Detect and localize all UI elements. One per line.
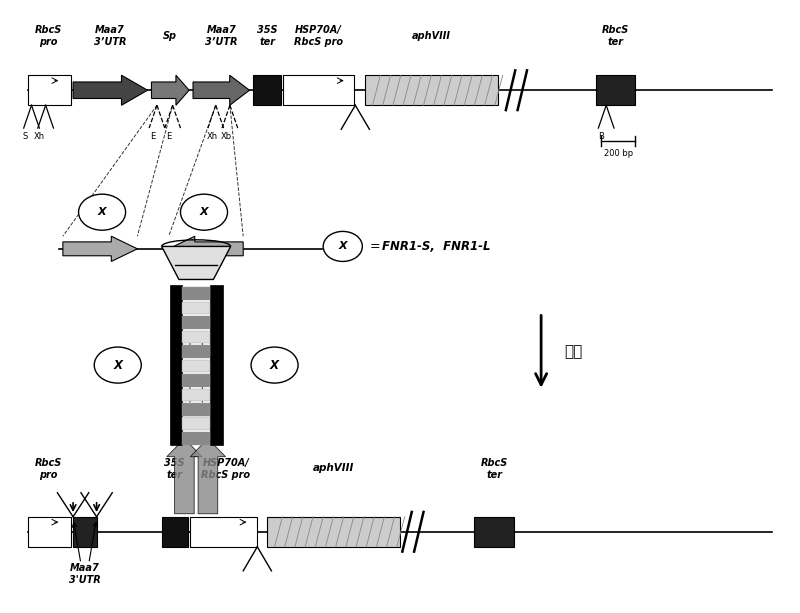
Text: Maa7: Maa7	[70, 563, 100, 573]
Text: Maa7: Maa7	[206, 25, 236, 35]
Text: RbcS: RbcS	[35, 458, 62, 468]
Text: pro: pro	[39, 470, 58, 480]
Text: Sp: Sp	[163, 31, 178, 40]
Text: B: B	[598, 132, 605, 141]
Text: RbcS: RbcS	[602, 25, 630, 35]
Bar	[182, 345, 210, 358]
Bar	[182, 360, 210, 372]
Bar	[365, 75, 498, 105]
Bar	[182, 432, 210, 444]
Circle shape	[251, 347, 298, 383]
Text: RbcS pro: RbcS pro	[294, 37, 343, 47]
Bar	[73, 517, 97, 547]
Text: X: X	[98, 207, 106, 217]
Text: RbcS: RbcS	[481, 458, 508, 468]
Text: ter: ter	[166, 470, 182, 480]
Text: Xh: Xh	[34, 132, 45, 141]
Polygon shape	[169, 236, 243, 261]
Text: 35S: 35S	[164, 458, 185, 468]
Polygon shape	[151, 75, 189, 105]
Bar	[182, 302, 210, 314]
Text: RbcS: RbcS	[35, 25, 62, 35]
Text: 35S: 35S	[258, 25, 278, 35]
Text: pro: pro	[39, 37, 58, 47]
Polygon shape	[63, 236, 138, 261]
Text: Xh: Xh	[206, 132, 218, 141]
Bar	[182, 374, 210, 387]
Bar	[162, 517, 187, 547]
Polygon shape	[162, 246, 230, 280]
Text: 转录: 转录	[565, 344, 583, 359]
Text: E: E	[150, 132, 156, 141]
Text: X: X	[200, 207, 208, 217]
Text: FNR1-S,  FNR1-L: FNR1-S, FNR1-L	[382, 240, 490, 253]
Text: aphVIII: aphVIII	[313, 463, 354, 473]
Circle shape	[94, 347, 142, 383]
Text: 3’UTR: 3’UTR	[205, 37, 238, 47]
Polygon shape	[190, 439, 226, 514]
Text: ter: ter	[608, 37, 624, 47]
Bar	[182, 287, 210, 300]
Bar	[170, 286, 182, 444]
Polygon shape	[193, 75, 250, 105]
Circle shape	[323, 231, 362, 261]
Bar	[27, 75, 70, 105]
Text: ter: ter	[259, 37, 275, 47]
Text: 3’UTR: 3’UTR	[94, 37, 126, 47]
Text: E: E	[166, 132, 171, 141]
Bar	[182, 330, 210, 343]
Text: ter: ter	[486, 470, 502, 480]
Text: 3'UTR: 3'UTR	[69, 575, 101, 585]
Text: X: X	[338, 242, 347, 251]
Bar	[182, 316, 210, 329]
Bar	[182, 417, 210, 430]
Bar	[596, 75, 635, 105]
Bar	[210, 286, 223, 444]
Bar	[283, 75, 354, 105]
Bar	[27, 517, 70, 547]
Text: =: =	[366, 240, 385, 253]
Text: S: S	[22, 132, 28, 141]
Text: RbcS pro: RbcS pro	[202, 470, 250, 480]
Polygon shape	[73, 75, 147, 105]
Bar	[182, 389, 210, 402]
Bar	[474, 517, 514, 547]
Bar	[254, 75, 281, 105]
Bar	[190, 517, 257, 547]
Polygon shape	[166, 439, 202, 514]
Text: Maa7: Maa7	[95, 25, 125, 35]
Text: Xb: Xb	[220, 132, 231, 141]
Circle shape	[78, 194, 126, 230]
Text: 200 bp: 200 bp	[604, 148, 633, 158]
Bar	[266, 517, 400, 547]
Bar	[182, 403, 210, 416]
Text: X: X	[114, 359, 122, 371]
Circle shape	[181, 194, 227, 230]
Text: aphVIII: aphVIII	[412, 31, 451, 40]
Text: HSP70A/: HSP70A/	[295, 25, 342, 35]
Text: HSP70A/: HSP70A/	[202, 458, 250, 468]
Text: X: X	[270, 359, 279, 371]
